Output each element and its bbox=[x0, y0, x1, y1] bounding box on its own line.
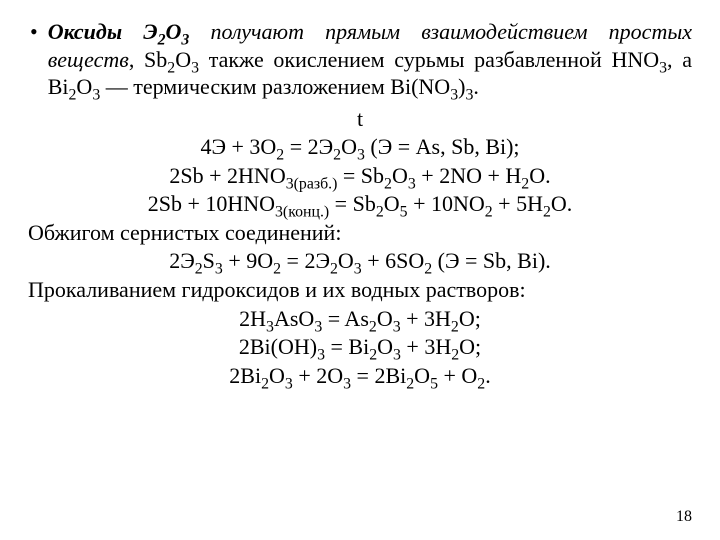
t: O; bbox=[459, 334, 481, 359]
t: + 2NO + H bbox=[416, 163, 521, 188]
t: 2Э bbox=[169, 248, 195, 273]
equation-4: 2Э2S3 + 9O2 = 2Э2O3 + 6SO2 (Э = Sb, Bi). bbox=[28, 247, 692, 276]
t: O bbox=[338, 248, 354, 273]
t: 2Bi bbox=[229, 363, 261, 388]
t: O bbox=[377, 306, 393, 331]
t: = Sb bbox=[337, 163, 384, 188]
bullet-block: • Оксиды Э2O3 получают прямым взаимодейс… bbox=[28, 18, 692, 101]
equation-6: 2Bi(OH)3 = Bi2O3 + 3H2O; bbox=[28, 333, 692, 362]
t-marker: t bbox=[28, 105, 692, 134]
t: O bbox=[384, 191, 400, 216]
t: + 10NO bbox=[408, 191, 485, 216]
t: AsO bbox=[274, 306, 314, 331]
t: (Э = As, Sb, Bi); bbox=[365, 134, 520, 159]
t: O. bbox=[551, 191, 572, 216]
t: также окислением сурьмы разбавленной HNO bbox=[199, 47, 659, 72]
equation-5: 2H3AsO3 = As2O3 + 3H2O; bbox=[28, 305, 692, 334]
t: Оксиды Э bbox=[48, 19, 158, 44]
t: O bbox=[76, 74, 92, 99]
t: + 3H bbox=[401, 334, 451, 359]
t: — термическим разложением Bi(NO bbox=[100, 74, 450, 99]
t: = 2Э bbox=[281, 248, 330, 273]
equation-7: 2Bi2O3 + 2O3 = 2Bi2O5 + O2. bbox=[28, 362, 692, 391]
t: O; bbox=[459, 306, 481, 331]
t: = 2Bi bbox=[351, 363, 406, 388]
intro-paragraph: Оксиды Э2O3 получают прямым взаимодейств… bbox=[48, 18, 692, 101]
t: + 6SO bbox=[362, 248, 425, 273]
roasting-line: Обжигом сернистых соединений: bbox=[28, 219, 692, 248]
t: = Bi bbox=[325, 334, 369, 359]
t: + 2O bbox=[293, 363, 343, 388]
t: O bbox=[377, 334, 393, 359]
t: = Sb bbox=[329, 191, 376, 216]
t: + 3H bbox=[401, 306, 451, 331]
t: S bbox=[203, 248, 215, 273]
t: 2Sb + 2HNO bbox=[169, 163, 285, 188]
t: O bbox=[269, 363, 285, 388]
t: + 5H bbox=[493, 191, 543, 216]
equation-1: 4Э + 3O2 = 2Э2O3 (Э = As, Sb, Bi); bbox=[28, 133, 692, 162]
slide-content: • Оксиды Э2O3 получают прямым взаимодейс… bbox=[0, 0, 720, 408]
calcination-line: Прокаливанием гидроксидов и их водных ра… bbox=[28, 276, 692, 305]
page-number: 18 bbox=[676, 508, 692, 526]
t: O bbox=[175, 47, 191, 72]
t: . bbox=[485, 363, 491, 388]
t: 2Bi(OH) bbox=[239, 334, 317, 359]
t: + 9O bbox=[223, 248, 273, 273]
equation-3: 2Sb + 10HNO3(конц.) = Sb2O5 + 10NO2 + 5H… bbox=[28, 190, 692, 219]
t: O bbox=[341, 134, 357, 159]
equation-2: 2Sb + 2HNO3(разб.) = Sb2O3 + 2NO + H2O. bbox=[28, 162, 692, 191]
t: O bbox=[392, 163, 408, 188]
bullet-marker: • bbox=[30, 18, 38, 46]
t: , Sb bbox=[129, 47, 167, 72]
t: O bbox=[166, 19, 182, 44]
t: = 2Э bbox=[284, 134, 333, 159]
t: = As bbox=[322, 306, 369, 331]
t: 4Э + 3O bbox=[200, 134, 276, 159]
t: 2Sb + 10HNO bbox=[148, 191, 275, 216]
t: O. bbox=[529, 163, 550, 188]
t: O bbox=[414, 363, 430, 388]
t: + O bbox=[438, 363, 477, 388]
t: (Э = Sb, Bi). bbox=[432, 248, 551, 273]
t: . bbox=[473, 74, 479, 99]
t: 2H bbox=[239, 306, 266, 331]
